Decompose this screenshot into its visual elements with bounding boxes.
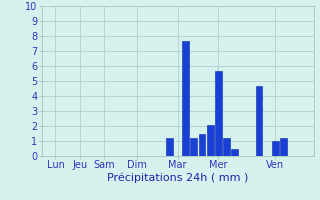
Bar [231, 148, 238, 156]
Bar [215, 71, 222, 156]
Bar [280, 138, 287, 156]
Bar [207, 124, 214, 156]
Bar [256, 86, 262, 156]
Bar [272, 141, 279, 156]
X-axis label: Précipitations 24h ( mm ): Précipitations 24h ( mm ) [107, 173, 248, 183]
Bar [182, 40, 189, 156]
Bar [166, 138, 173, 156]
Bar [223, 138, 230, 156]
Bar [199, 134, 205, 156]
Bar [190, 138, 197, 156]
